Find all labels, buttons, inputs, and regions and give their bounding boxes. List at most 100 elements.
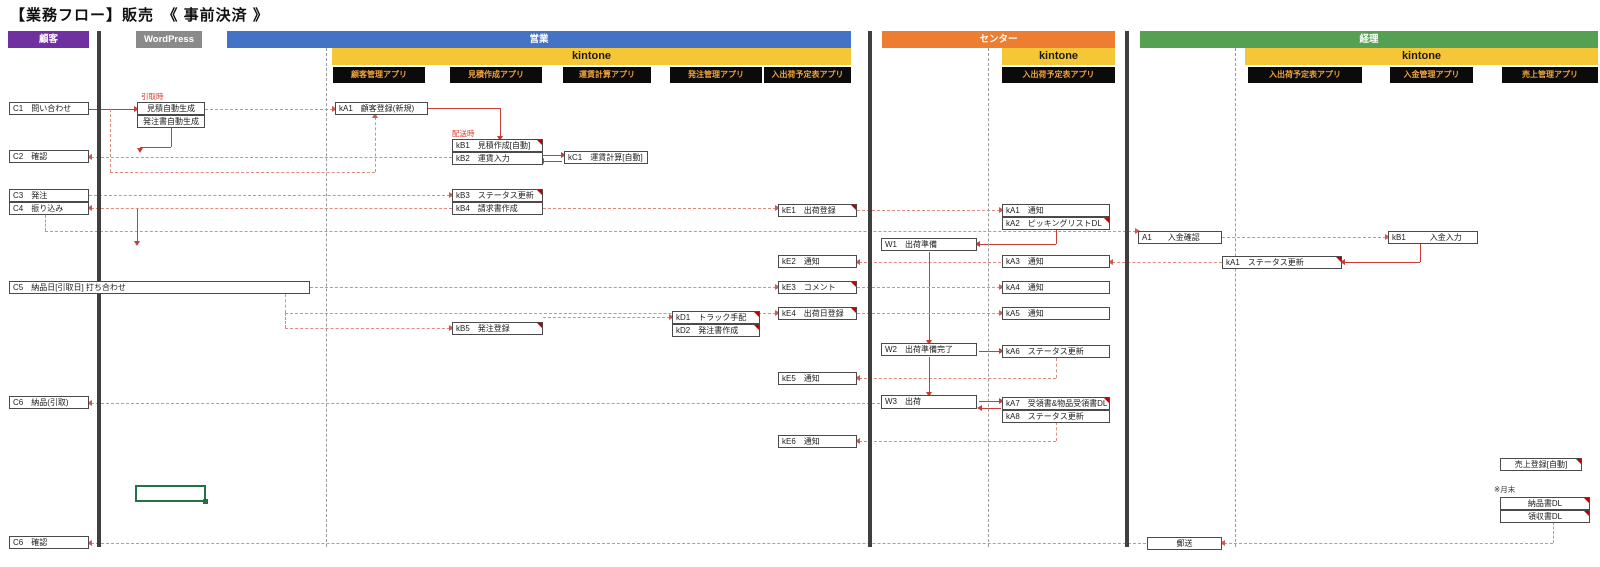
flow-node-W2: W2 出荷準備完了 [881, 343, 977, 356]
comment-flag-icon [754, 325, 759, 330]
arrowhead [449, 325, 454, 331]
arrowhead [332, 106, 337, 112]
flow-node-label: kA1 顧客登録(新規) [339, 104, 415, 113]
flow-node-kE3: kE3 コメント [778, 281, 857, 294]
flow-node-label: kA1 ステータス更新 [1226, 258, 1304, 267]
flow-node-label: 売上登録[自動] [1514, 460, 1568, 469]
flow-node-label: kC1 運賃計算[自動] [568, 153, 643, 162]
flow-connector [543, 161, 562, 162]
flow-node-kB3: kB3 ステータス更新 [452, 189, 543, 202]
arrowhead [137, 148, 143, 153]
arrowhead [134, 106, 139, 112]
comment-flag-icon [1584, 498, 1589, 503]
flow-connector [285, 328, 450, 329]
flow-node-kA1-sales: kA1 顧客登録(新規) [335, 102, 428, 115]
flow-connector [310, 287, 776, 288]
arrowhead [669, 314, 674, 320]
flow-node-C6b: C6 確認 [9, 536, 89, 549]
flow-connector [171, 128, 172, 147]
app-label: 見積作成アプリ [450, 67, 542, 83]
flow-node-label: kA3 通知 [1006, 257, 1044, 266]
flow-node-label: W2 出荷準備完了 [885, 345, 953, 354]
flow-node-A1: A1 入金確認 [1138, 231, 1222, 244]
flow-node-label: kB4 請求書作成 [456, 204, 518, 213]
arrowhead [855, 375, 860, 381]
flow-node-kB4: kB4 請求書作成 [452, 202, 543, 215]
flow-node-label: C1 問い合わせ [13, 104, 72, 113]
flow-node-kA3: kA3 通知 [1002, 255, 1110, 268]
flow-node-yuso: 郵送 [1147, 537, 1222, 550]
flow-node-label: kE4 出荷日登録 [782, 309, 844, 318]
arrowhead [999, 310, 1004, 316]
flow-node-label: C4 振り込み [13, 204, 64, 213]
column-divider [988, 48, 989, 547]
arrowhead [775, 284, 780, 290]
lane-header-accounting: 経理 [1140, 31, 1598, 48]
arrowhead [1385, 234, 1390, 240]
app-label: 発注管理アプリ [670, 67, 762, 83]
flow-connector [285, 313, 286, 328]
flow-node-C6: C6 納品(引取) [9, 396, 89, 409]
flow-node-kC1: kC1 運賃計算[自動] [564, 151, 648, 164]
flow-connector [91, 543, 1146, 544]
flow-node-wp-order-auto: 発注書自動生成 [137, 115, 205, 128]
flow-node-label: kA7 受領書&物品受領書DL [1006, 399, 1108, 408]
comment-flag-icon [1104, 398, 1109, 403]
annotation-getsumatsu: ※月末 [1494, 485, 1516, 494]
flow-node-label: 郵送 [1176, 539, 1193, 548]
arrowhead [1220, 540, 1225, 546]
arrowhead [999, 284, 1004, 290]
kintone-bar-sales: kintone [332, 48, 851, 65]
flow-node-label: kA6 ステータス更新 [1006, 347, 1084, 356]
flow-node-kB1-keiri: kB1 入金入力 [1388, 231, 1478, 244]
flow-connector [137, 209, 138, 242]
cell-fill-handle[interactable] [203, 499, 208, 504]
arrowhead [775, 205, 780, 211]
flow-node-kB5: kB5 発注登録 [452, 322, 543, 335]
arrowhead [775, 310, 780, 316]
comment-flag-icon [1336, 257, 1341, 262]
selected-cell-cursor[interactable] [135, 485, 206, 502]
column-divider [1235, 48, 1236, 547]
arrowhead [926, 340, 932, 345]
flow-node-label: C5 納品日[引取日] 打ち合わせ [13, 283, 126, 292]
comment-flag-icon [537, 323, 542, 328]
flow-node-label: kA4 通知 [1006, 283, 1044, 292]
comment-flag-icon [754, 312, 759, 317]
comment-flag-icon [1584, 511, 1589, 516]
arrowhead [1135, 228, 1140, 234]
flow-node-kA7: kA7 受領書&物品受領書DL [1002, 397, 1110, 410]
arrowhead [497, 136, 503, 141]
arrowhead [855, 259, 860, 265]
arrowhead [999, 207, 1004, 213]
flow-connector [428, 108, 500, 109]
arrowhead [561, 152, 566, 158]
flow-node-label: kD2 発注書作成 [676, 326, 739, 335]
flow-connector [45, 215, 46, 231]
arrowhead [855, 438, 860, 444]
flow-node-kE2: kE2 通知 [778, 255, 857, 268]
flow-connector [285, 294, 286, 313]
flow-connector [543, 317, 670, 318]
flow-node-label: kB2 運賃入力 [456, 154, 510, 163]
flow-connector [859, 441, 1056, 442]
flow-connector [1056, 358, 1057, 378]
arrowhead [1108, 259, 1113, 265]
flow-node-kA1-keiri: kA1 ステータス更新 [1222, 256, 1342, 269]
flow-connector [1224, 543, 1553, 544]
arrowhead [87, 540, 92, 546]
flow-connector [1420, 244, 1421, 262]
arrowhead [449, 192, 454, 198]
arrowhead [87, 154, 92, 160]
flow-connector [110, 172, 375, 173]
flow-node-sales-reg-auto: 売上登録[自動] [1500, 458, 1582, 471]
flow-node-kB2: kB2 運賃入力 [452, 152, 543, 165]
flow-connector [1553, 522, 1554, 543]
flow-connector [110, 109, 111, 172]
flow-connector [859, 378, 1056, 379]
flow-node-label: 納品書DL [1527, 499, 1563, 508]
flow-node-label: kE2 通知 [782, 257, 820, 266]
flow-node-label: kA8 ステータス更新 [1006, 412, 1084, 421]
flow-connector [929, 252, 930, 341]
flow-connector [285, 313, 776, 314]
